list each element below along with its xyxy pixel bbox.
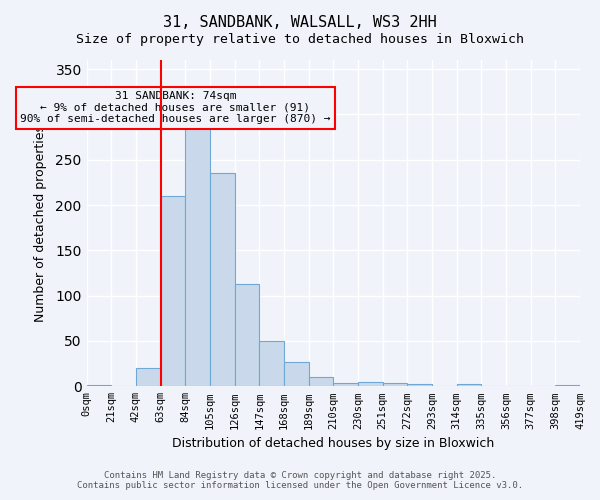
Bar	[284, 362, 308, 386]
Bar	[136, 368, 161, 386]
Bar	[457, 384, 481, 386]
Bar	[185, 124, 210, 386]
Y-axis label: Number of detached properties: Number of detached properties	[34, 124, 47, 322]
Text: 31, SANDBANK, WALSALL, WS3 2HH: 31, SANDBANK, WALSALL, WS3 2HH	[163, 15, 437, 30]
Bar	[333, 382, 358, 386]
Bar	[308, 377, 333, 386]
X-axis label: Distribution of detached houses by size in Bloxwich: Distribution of detached houses by size …	[172, 437, 494, 450]
Text: 31 SANDBANK: 74sqm
← 9% of detached houses are smaller (91)
90% of semi-detached: 31 SANDBANK: 74sqm ← 9% of detached hous…	[20, 91, 331, 124]
Bar	[210, 174, 235, 386]
Text: Size of property relative to detached houses in Bloxwich: Size of property relative to detached ho…	[76, 32, 524, 46]
Text: Contains HM Land Registry data © Crown copyright and database right 2025.
Contai: Contains HM Land Registry data © Crown c…	[77, 470, 523, 490]
Bar	[259, 341, 284, 386]
Bar	[235, 284, 259, 386]
Bar	[407, 384, 432, 386]
Bar	[358, 382, 383, 386]
Bar	[383, 382, 407, 386]
Bar	[161, 196, 185, 386]
